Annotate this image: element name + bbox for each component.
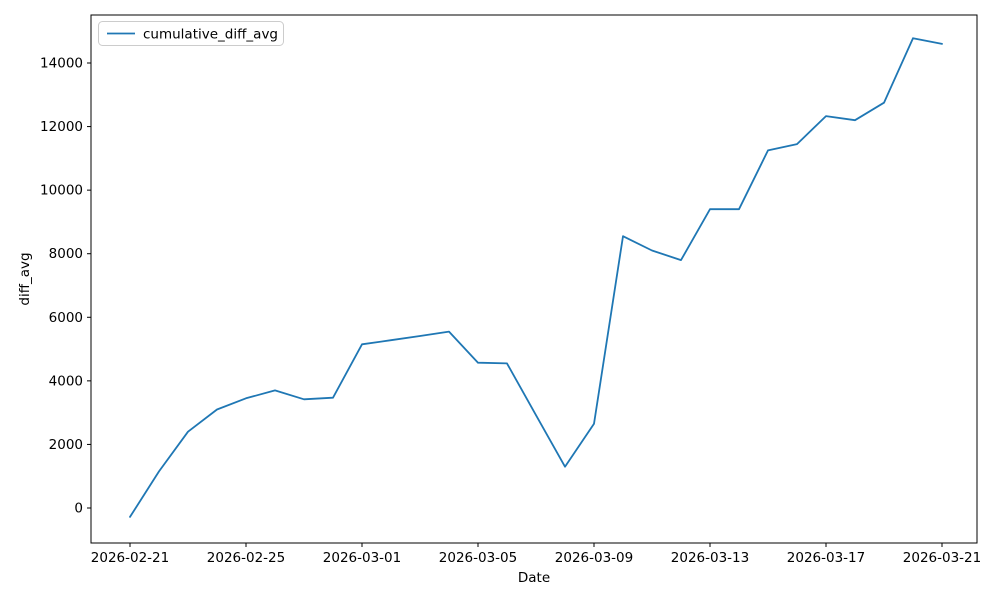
y-tick-label: 0	[74, 501, 83, 517]
y-tick-label: 10000	[40, 183, 83, 199]
x-axis-label: Date	[518, 570, 550, 586]
legend-series-label: cumulative_diff_avg	[143, 27, 278, 43]
x-tick-label: 2026-02-25	[207, 550, 285, 566]
y-axis-label: diff_avg	[17, 252, 33, 305]
y-tick-label: 2000	[49, 437, 83, 453]
x-tick-label: 2026-03-09	[555, 550, 633, 566]
series-line-cumulative_diff_avg	[129, 37, 943, 518]
x-tick-label: 2026-03-01	[323, 550, 401, 566]
y-tick-label: 12000	[40, 119, 83, 135]
x-axis: 2026-02-21 2026-02-25 2026-03-01 2026-03-05…	[91, 543, 981, 566]
legend-box	[98, 21, 284, 46]
y-axis: 0 2000 4000 6000 8000 10000 12000 14000	[40, 56, 91, 517]
legend: cumulative_diff_avg	[98, 21, 284, 46]
x-tick-label: 2026-03-17	[787, 550, 865, 566]
x-tick-label: 2026-03-21	[903, 550, 981, 566]
y-tick-label: 8000	[49, 246, 83, 262]
y-tick-label: 6000	[49, 310, 83, 326]
y-tick-label: 4000	[49, 373, 83, 389]
x-tick-label: 2026-02-21	[91, 550, 169, 566]
y-tick-label: 14000	[40, 56, 83, 72]
data-series	[129, 37, 943, 518]
plot-area-spines	[90, 14, 978, 544]
x-tick-label: 2026-03-05	[439, 550, 517, 566]
x-tick-label: 2026-03-13	[671, 550, 749, 566]
